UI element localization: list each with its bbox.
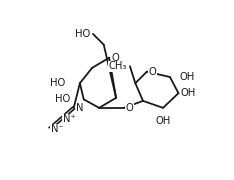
Text: CH₃: CH₃	[109, 61, 127, 71]
Text: N⁻: N⁻	[51, 124, 63, 134]
Text: O: O	[111, 53, 119, 63]
Text: HO: HO	[55, 94, 70, 104]
Text: O: O	[125, 103, 133, 113]
Text: OH: OH	[155, 116, 171, 125]
Text: OH: OH	[180, 72, 195, 82]
Text: N: N	[76, 103, 84, 113]
Text: HO: HO	[75, 29, 90, 39]
Text: HO: HO	[50, 78, 65, 88]
Text: OH: OH	[181, 88, 196, 98]
Text: N⁺: N⁺	[63, 114, 76, 124]
Text: O: O	[148, 67, 156, 77]
